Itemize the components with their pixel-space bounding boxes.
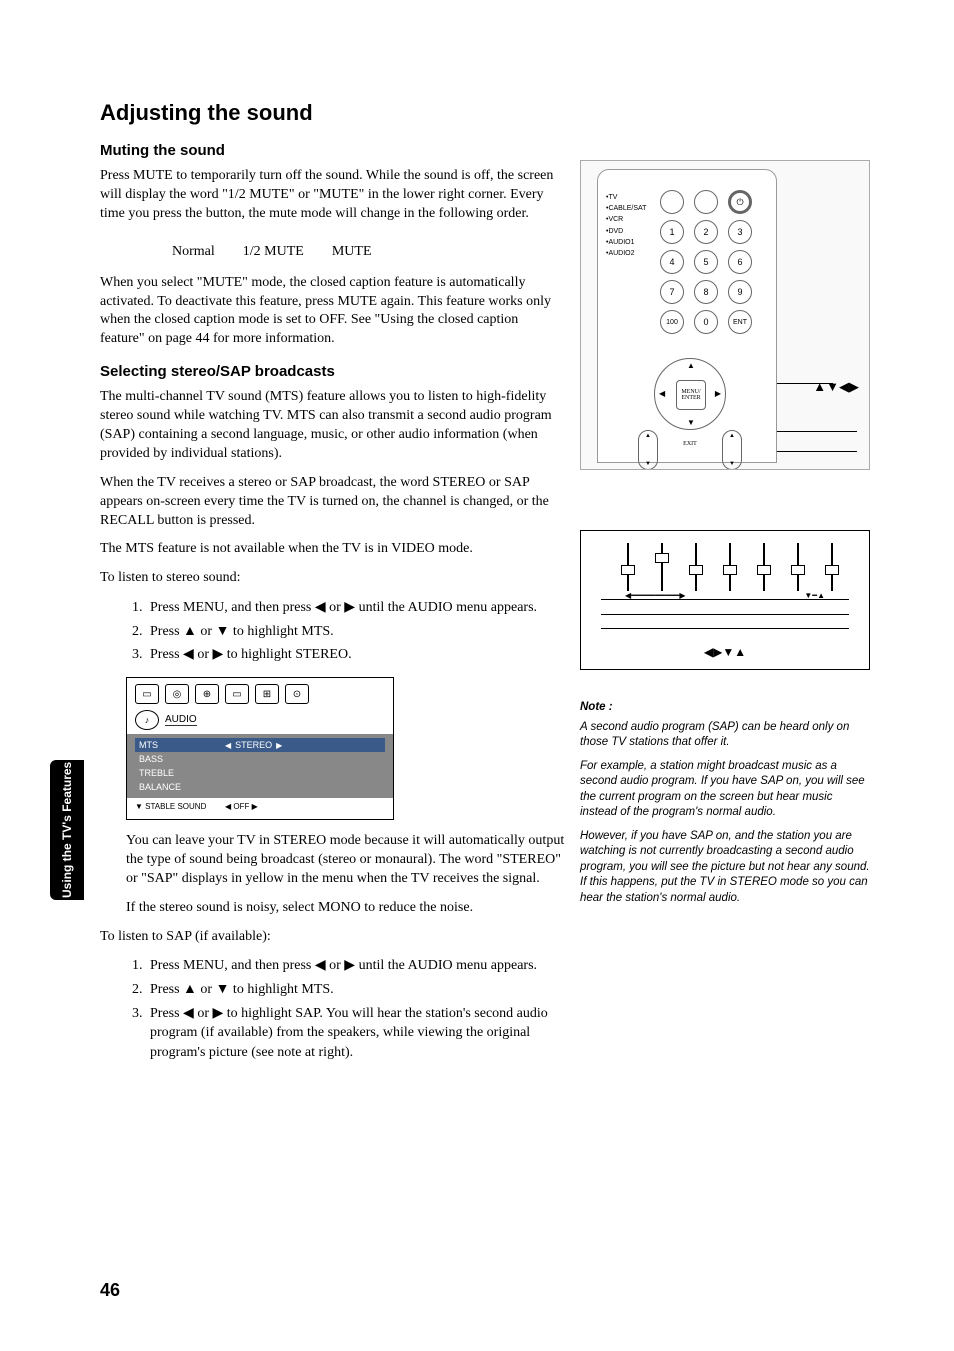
flow-item: 1/2 MUTE	[243, 244, 304, 260]
remote-arrows-label: ▲▼◀▶	[813, 379, 859, 395]
remote-light-button	[660, 190, 684, 214]
eq-handle	[757, 565, 771, 575]
remote-sleep-button	[694, 190, 718, 214]
stereo-para1: The multi-channel TV sound (MTS) feature…	[100, 388, 560, 464]
remote-ch-rocker: ▲▼	[638, 430, 658, 470]
menu-row: BASS	[135, 752, 385, 766]
stereo-para3: The MTS feature is not available when th…	[100, 540, 560, 559]
page-content: Adjusting the sound Muting the sound Pre…	[0, 0, 954, 1112]
remote-num-button: 6	[728, 250, 752, 274]
note-para: For example, a station might broadcast m…	[580, 759, 870, 821]
eq-arrows-label: ◀▶▼▲	[581, 645, 869, 659]
eq-handle	[825, 565, 839, 575]
step-item: Press ▲ or ▼ to highlight MTS.	[146, 622, 586, 642]
menu-tab-icon: ⊙	[285, 684, 309, 704]
remote-num-button: 7	[660, 280, 684, 304]
menu-row-label: MTS	[135, 740, 225, 750]
page-number: 46	[100, 1280, 120, 1301]
eq-handle	[689, 565, 703, 575]
remote-mode-labels: •TV •CABLE/SAT •VCR •DVD •AUDIO1 •AUDIO2	[606, 192, 646, 259]
note-para: A second audio program (SAP) can be hear…	[580, 720, 870, 751]
stereo-steps2: Press MENU, and then press ◀ or ▶ until …	[146, 956, 586, 1062]
remote-num-button: 1	[660, 220, 684, 244]
remote-body: •TV •CABLE/SAT •VCR •DVD •AUDIO1 •AUDIO2…	[597, 169, 777, 463]
muting-para2: When you select "MUTE" mode, the closed …	[100, 274, 560, 350]
audio-menu-screenshot: ▭ ◎ ⊕ ▭ ⊞ ⊙ ♪ AUDIO MTS ◀STEREO▶ BASS TR…	[126, 677, 394, 820]
stereo-intro2: To listen to SAP (if available):	[100, 928, 560, 947]
remote-num-button: 0	[694, 310, 718, 334]
main-title: Adjusting the sound	[100, 100, 894, 126]
menu-audio-row: ♪ AUDIO	[127, 708, 393, 734]
note-section: Note : A second audio program (SAP) can …	[580, 700, 870, 906]
remote-num-button: ENT	[728, 310, 752, 334]
stereo-steps1: Press MENU, and then press ◀ or ▶ until …	[146, 598, 586, 665]
flow-item: MUTE	[332, 244, 372, 260]
note-para: However, if you have SAP on, and the sta…	[580, 829, 870, 907]
eq-handle	[723, 565, 737, 575]
menu-row-mts: MTS ◀STEREO▶	[135, 738, 385, 752]
note-title: Note :	[580, 700, 870, 716]
equalizer-diagram: ◀━━━━━━━━━━▶ ▼━▲ ◀▶▼▲	[580, 530, 870, 670]
menu-footer-left: STABLE SOUND	[145, 802, 206, 811]
menu-row-label: BALANCE	[135, 782, 225, 792]
step-item: Press ▲ or ▼ to highlight MTS.	[146, 980, 586, 1000]
remote-vol-rocker: ▲▼	[722, 430, 742, 470]
menu-body: MTS ◀STEREO▶ BASS TREBLE BALANCE	[127, 734, 393, 798]
remote-ch-vol: ▲▼ EXIT ▲▼	[638, 430, 742, 458]
menu-tabs: ▭ ◎ ⊕ ▭ ⊞ ⊙	[127, 678, 393, 708]
stereo-post1: You can leave your TV in STEREO mode bec…	[126, 832, 566, 889]
remote-num-button: 4	[660, 250, 684, 274]
remote-num-button: 9	[728, 280, 752, 304]
eq-sliders	[621, 543, 839, 591]
eq-lines	[601, 599, 849, 629]
remote-button-grid: ⏻ 1 2 3 4 5 6 7 8 9 100 0 ENT	[660, 190, 756, 334]
remote-diagram: •TV •CABLE/SAT •VCR •DVD •AUDIO1 •AUDIO2…	[580, 160, 870, 470]
menu-tab-icon: ⊞	[255, 684, 279, 704]
audio-label: AUDIO	[165, 714, 197, 726]
flow-item: Normal	[172, 244, 215, 260]
remote-num-button: 3	[728, 220, 752, 244]
menu-tab-icon: ▭	[135, 684, 159, 704]
menu-row-value: STEREO	[235, 740, 272, 750]
menu-footer-right: OFF	[233, 802, 249, 811]
menu-row-label: TREBLE	[135, 768, 225, 778]
remote-menu-enter: MENU/ ENTER	[676, 380, 706, 410]
menu-tab-icon: ▭	[225, 684, 249, 704]
step-item: Press ◀ or ▶ to highlight STEREO.	[146, 645, 586, 665]
eq-handle	[621, 565, 635, 575]
step-item: Press ◀ or ▶ to highlight SAP. You will …	[146, 1004, 586, 1063]
menu-tab-icon: ⊕	[195, 684, 219, 704]
menu-row-label: BASS	[135, 754, 225, 764]
right-column: •TV •CABLE/SAT •VCR •DVD •AUDIO1 •AUDIO2…	[580, 160, 870, 914]
eq-handle	[655, 553, 669, 563]
remote-num-button: 5	[694, 250, 718, 274]
stereo-post2: If the stereo sound is noisy, select MON…	[126, 899, 566, 918]
remote-power-button: ⏻	[728, 190, 752, 214]
stereo-intro1: To listen to stereo sound:	[100, 569, 560, 588]
eq-handle	[791, 565, 805, 575]
menu-tab-icon: ◎	[165, 684, 189, 704]
step-item: Press MENU, and then press ◀ or ▶ until …	[146, 598, 586, 618]
menu-footer: ▼ STABLE SOUND ◀ OFF ▶	[127, 798, 393, 819]
remote-num-button: 8	[694, 280, 718, 304]
step-item: Press MENU, and then press ◀ or ▶ until …	[146, 956, 586, 976]
mute-flow-diagram: Normal 1/2 MUTE MUTE	[160, 242, 384, 262]
muting-title: Muting the sound	[100, 142, 894, 159]
menu-row: TREBLE	[135, 766, 385, 780]
remote-nav-pad: MENU/ ENTER ▲ ▼ ◀ ▶	[654, 358, 726, 430]
audio-tab-icon: ♪	[135, 710, 159, 730]
muting-para1: Press MUTE to temporarily turn off the s…	[100, 167, 560, 224]
stereo-para2: When the TV receives a stereo or SAP bro…	[100, 474, 560, 531]
remote-num-button: 100	[660, 310, 684, 334]
remote-num-button: 2	[694, 220, 718, 244]
menu-row: BALANCE	[135, 780, 385, 794]
